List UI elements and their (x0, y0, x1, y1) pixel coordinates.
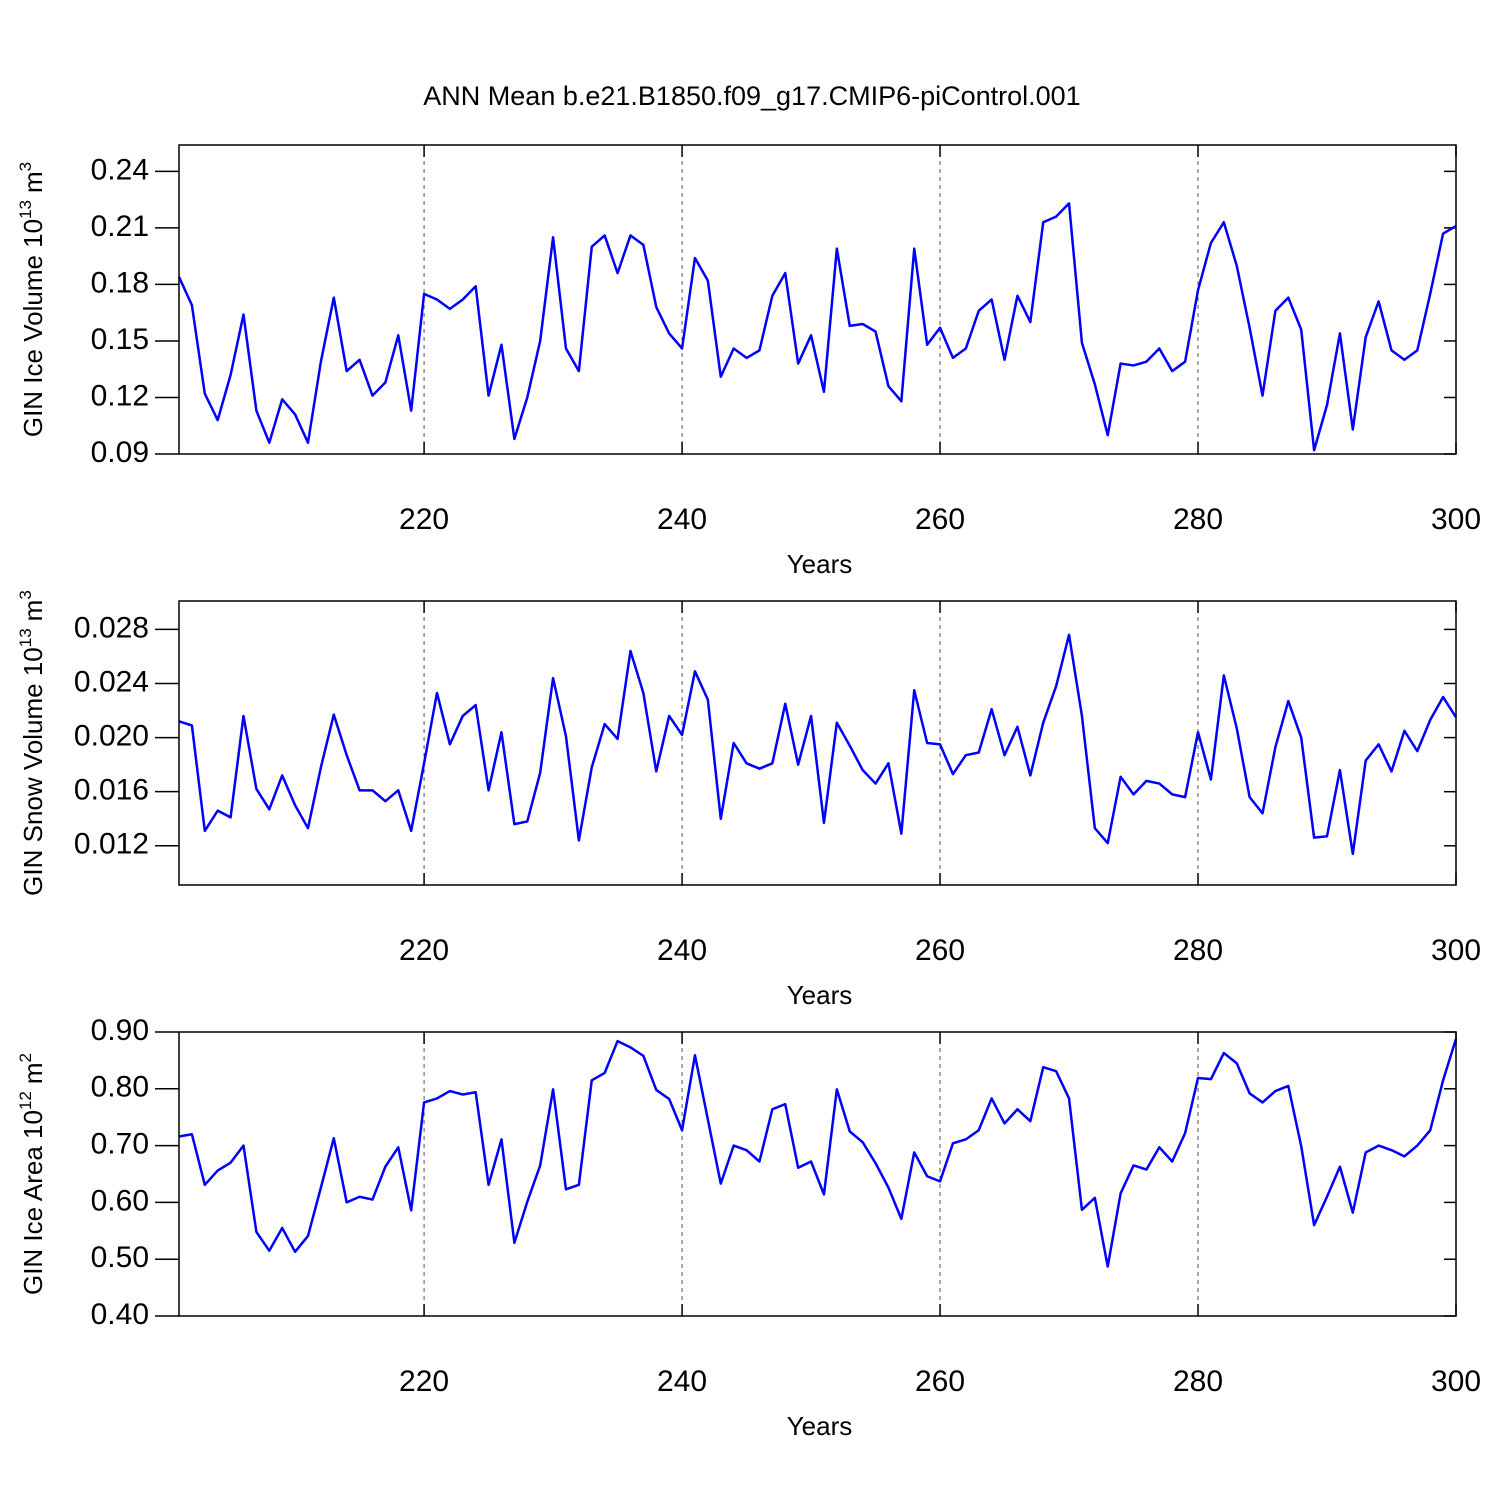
y-label-unit: m (18, 171, 48, 193)
data-line (178, 633, 1458, 856)
y-label-text: GIN Snow Volume 10 (18, 647, 48, 896)
x-tick-label: 300 (1431, 934, 1481, 967)
plot-frame (178, 1031, 1457, 1317)
x-tick-label: 220 (399, 503, 449, 536)
x-tick-label: 240 (657, 1365, 707, 1398)
y-tick-label: 0.15 (91, 323, 149, 356)
x-tick-label: 280 (1173, 1365, 1223, 1398)
x-axis-label: Years (787, 549, 853, 579)
x-tick-label: 240 (657, 934, 707, 967)
y-axis-label: GIN Ice Volume 1013 m3 (16, 162, 48, 437)
x-tick-label: 260 (915, 1365, 965, 1398)
y-axis-label: GIN Snow Volume 1013 m3 (16, 590, 48, 896)
y-tick-label: 0.012 (74, 828, 149, 861)
y-tick-label: 0.60 (91, 1184, 149, 1217)
figure-title: ANN Mean b.e21.B1850.f09_g17.CMIP6-piCon… (423, 81, 1080, 111)
plot-frame (178, 600, 1457, 886)
y-tick-label: 0.24 (91, 153, 149, 186)
y-tick-label: 0.020 (74, 720, 149, 753)
y-tick-label: 0.09 (91, 436, 149, 469)
data-line (177, 202, 1457, 452)
y-tick-label: 0.90 (91, 1014, 149, 1047)
y-label-unit-exponent: 3 (16, 162, 35, 171)
y-tick-label: 0.024 (74, 665, 149, 698)
x-tick-label: 260 (915, 934, 965, 967)
panel: 220 240 260 280 300 0.40 0.50 0.60 0.70 0.80 0.90 Y… (16, 1014, 1481, 1441)
y-label-unit: m (18, 1062, 48, 1084)
y-label-unit: m (18, 600, 48, 622)
y-tick-label: 0.18 (91, 266, 149, 299)
plot-frame (178, 144, 1457, 455)
y-tick-label: 0.40 (91, 1298, 149, 1331)
x-tick-label: 220 (399, 934, 449, 967)
y-tick-label: 0.80 (91, 1071, 149, 1104)
x-axis-label: Years (787, 1411, 853, 1441)
x-axis-label: Years (787, 980, 853, 1010)
y-label-exponent: 13 (16, 200, 35, 219)
x-tick-label: 300 (1431, 1365, 1481, 1398)
x-tick-label: 240 (657, 503, 707, 536)
y-label-text: GIN Ice Volume 10 (18, 219, 48, 437)
panel: 220 240 260 280 300 0.09 0.12 0.15 0.18 0.21 0.24 Y… (16, 144, 1481, 579)
y-axis-label: GIN Ice Area 1012 m2 (16, 1053, 48, 1295)
y-tick-label: 0.21 (91, 210, 149, 243)
y-tick-label: 0.028 (74, 611, 149, 644)
y-label-text: GIN Ice Area 10 (18, 1110, 48, 1295)
x-tick-label: 220 (399, 1365, 449, 1398)
x-tick-label: 280 (1173, 503, 1223, 536)
x-tick-label: 260 (915, 503, 965, 536)
panel: 220 240 260 280 300 0.012 0.016 0.020 0.024 0.028… (16, 590, 1481, 1010)
y-label-unit-exponent: 3 (16, 590, 35, 599)
y-tick-label: 0.70 (91, 1128, 149, 1161)
y-tick-label: 0.016 (74, 774, 149, 807)
y-label-exponent: 13 (16, 628, 35, 647)
x-tick-label: 280 (1173, 934, 1223, 967)
y-tick-label: 0.50 (91, 1241, 149, 1274)
data-line (178, 1038, 1458, 1268)
y-label-exponent: 12 (16, 1091, 35, 1110)
y-label-unit-exponent: 2 (16, 1053, 35, 1062)
x-tick-label: 300 (1431, 503, 1481, 536)
y-tick-label: 0.12 (91, 379, 149, 412)
